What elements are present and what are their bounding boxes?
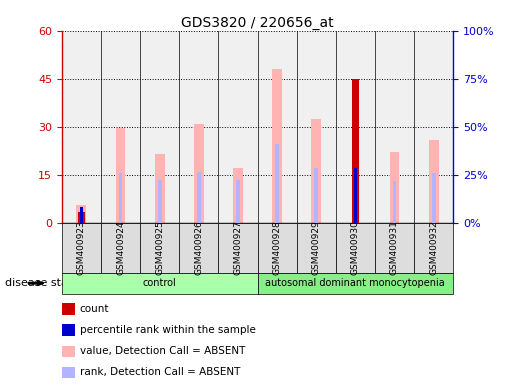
Bar [275, 144, 279, 223]
Text: rank, Detection Call = ABSENT: rank, Detection Call = ABSENT [80, 367, 240, 377]
Bar [432, 173, 436, 223]
Bar [158, 180, 162, 223]
Bar [311, 119, 321, 223]
Text: autosomal dominant monocytopenia: autosomal dominant monocytopenia [265, 278, 445, 288]
Text: count: count [80, 304, 109, 314]
Bar [314, 168, 318, 223]
Bar [392, 181, 397, 223]
Text: percentile rank within the sample: percentile rank within the sample [80, 325, 256, 335]
Bar [389, 152, 400, 223]
Text: GSM400931: GSM400931 [390, 220, 399, 275]
Text: GSM400924: GSM400924 [116, 220, 125, 275]
Bar [428, 139, 438, 223]
Title: GDS3820 / 220656_at: GDS3820 / 220656_at [181, 16, 334, 30]
Text: GSM400932: GSM400932 [429, 220, 438, 275]
Text: GSM400923: GSM400923 [77, 220, 86, 275]
Bar [194, 124, 203, 223]
Text: GSM400926: GSM400926 [194, 220, 203, 275]
Bar [354, 168, 357, 223]
Bar [78, 212, 85, 223]
Text: control: control [143, 278, 177, 288]
Bar [76, 205, 86, 223]
Bar [79, 212, 83, 223]
Bar [272, 69, 282, 223]
Text: GSM400930: GSM400930 [351, 220, 360, 275]
Bar [197, 172, 201, 223]
Text: GSM400929: GSM400929 [312, 220, 321, 275]
Bar [115, 128, 125, 223]
Bar [154, 154, 164, 223]
Bar [233, 168, 243, 223]
Text: disease state: disease state [5, 278, 79, 288]
Bar [118, 173, 123, 223]
Text: value, Detection Call = ABSENT: value, Detection Call = ABSENT [80, 346, 245, 356]
Text: GSM400927: GSM400927 [233, 220, 243, 275]
Bar [236, 180, 240, 223]
Bar [80, 207, 83, 223]
Bar [352, 79, 359, 223]
Text: GSM400925: GSM400925 [155, 220, 164, 275]
Text: GSM400928: GSM400928 [272, 220, 282, 275]
